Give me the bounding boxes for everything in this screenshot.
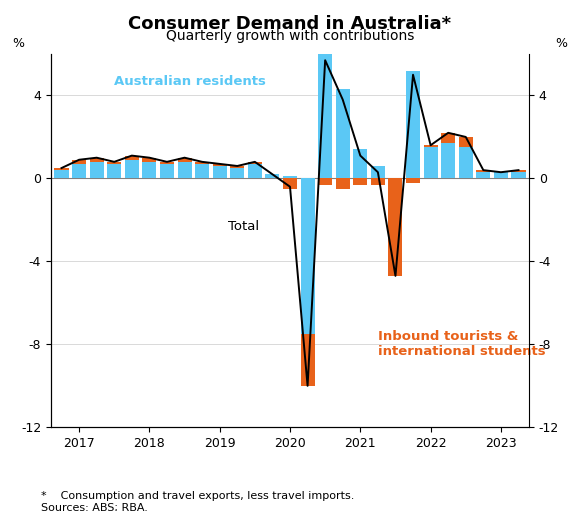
- Text: %: %: [555, 37, 567, 50]
- Bar: [125, 160, 139, 178]
- Bar: [90, 162, 104, 178]
- Bar: [283, 178, 297, 189]
- Bar: [300, 334, 314, 386]
- Bar: [142, 158, 157, 162]
- Bar: [266, 174, 280, 178]
- Bar: [283, 176, 297, 178]
- Text: Inbound tourists &
international students: Inbound tourists & international student…: [378, 330, 546, 358]
- Text: Australian residents: Australian residents: [114, 75, 266, 88]
- Bar: [177, 162, 191, 178]
- Bar: [142, 162, 157, 178]
- Bar: [90, 158, 104, 162]
- Bar: [72, 160, 86, 164]
- Bar: [318, 54, 332, 178]
- Bar: [441, 133, 455, 143]
- Bar: [160, 162, 174, 164]
- Bar: [55, 168, 68, 170]
- Bar: [195, 162, 209, 164]
- Bar: [441, 143, 455, 178]
- Bar: [423, 145, 438, 147]
- Bar: [406, 71, 420, 178]
- Bar: [494, 172, 508, 178]
- Bar: [353, 178, 367, 184]
- Text: Total: Total: [229, 220, 260, 234]
- Bar: [195, 164, 209, 178]
- Bar: [371, 178, 385, 184]
- Bar: [300, 178, 314, 334]
- Bar: [476, 172, 490, 178]
- Bar: [248, 164, 262, 178]
- Bar: [389, 178, 403, 276]
- Bar: [459, 147, 473, 178]
- Bar: [213, 164, 227, 166]
- Bar: [230, 166, 244, 168]
- Bar: [177, 158, 191, 162]
- Bar: [512, 172, 525, 178]
- Bar: [371, 166, 385, 178]
- Bar: [353, 149, 367, 178]
- Bar: [336, 178, 350, 189]
- Text: Sources: ABS; RBA.: Sources: ABS; RBA.: [41, 503, 147, 511]
- Bar: [213, 166, 227, 178]
- Bar: [55, 170, 68, 178]
- Bar: [160, 164, 174, 178]
- Bar: [125, 156, 139, 160]
- Bar: [336, 89, 350, 178]
- Bar: [423, 147, 438, 178]
- Title: Consumer Demand in Australia*: Consumer Demand in Australia*: [128, 15, 452, 33]
- Bar: [248, 162, 262, 164]
- Text: Quarterly growth with contributions: Quarterly growth with contributions: [166, 29, 414, 43]
- Bar: [318, 178, 332, 184]
- Bar: [512, 170, 525, 172]
- Bar: [72, 164, 86, 178]
- Bar: [459, 137, 473, 147]
- Text: *    Consumption and travel exports, less travel imports.: * Consumption and travel exports, less t…: [41, 491, 354, 501]
- Bar: [476, 170, 490, 172]
- Bar: [107, 162, 121, 164]
- Bar: [230, 168, 244, 178]
- Bar: [107, 164, 121, 178]
- Bar: [406, 178, 420, 182]
- Text: %: %: [13, 37, 25, 50]
